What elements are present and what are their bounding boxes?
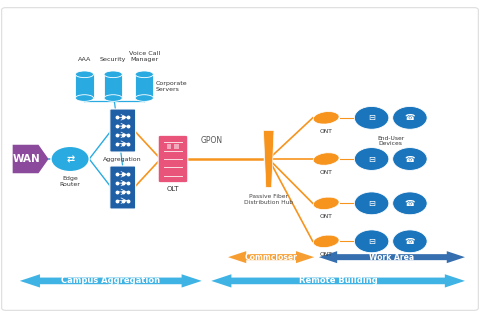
Text: OLT: OLT	[167, 186, 179, 192]
Text: ONT: ONT	[320, 252, 333, 257]
Text: Voice Call
Manager: Voice Call Manager	[129, 51, 160, 62]
Polygon shape	[20, 274, 202, 287]
Ellipse shape	[75, 71, 94, 78]
Bar	[75, 74, 94, 98]
Ellipse shape	[135, 71, 154, 78]
Ellipse shape	[104, 71, 122, 78]
Circle shape	[393, 107, 427, 129]
Polygon shape	[228, 251, 314, 263]
FancyBboxPatch shape	[110, 109, 136, 152]
Circle shape	[354, 148, 389, 170]
Text: Edge
Router: Edge Router	[60, 176, 81, 187]
Text: ☎: ☎	[405, 155, 415, 163]
Text: ONT: ONT	[320, 214, 333, 219]
Text: ⇄: ⇄	[66, 154, 74, 164]
Ellipse shape	[104, 95, 122, 101]
Text: End-User
Devices: End-User Devices	[377, 135, 404, 146]
Ellipse shape	[135, 95, 154, 101]
Text: Security: Security	[100, 57, 126, 62]
Text: ⊟: ⊟	[368, 155, 375, 163]
Circle shape	[393, 192, 427, 215]
Text: ONT: ONT	[320, 170, 333, 175]
Ellipse shape	[313, 112, 339, 124]
Text: ONT: ONT	[320, 129, 333, 134]
Text: Aggregation: Aggregation	[103, 157, 142, 162]
Bar	[167, 144, 171, 149]
Circle shape	[354, 107, 389, 129]
Circle shape	[51, 146, 89, 172]
Text: AAA: AAA	[78, 57, 91, 62]
Text: Passive Fiber
Distribution Hub: Passive Fiber Distribution Hub	[244, 194, 293, 204]
Bar	[135, 74, 154, 98]
FancyBboxPatch shape	[158, 135, 188, 183]
FancyBboxPatch shape	[1, 8, 479, 310]
Text: Remote Building: Remote Building	[299, 276, 377, 285]
Text: WAN: WAN	[12, 154, 40, 164]
FancyBboxPatch shape	[110, 166, 136, 209]
Circle shape	[393, 148, 427, 170]
Polygon shape	[319, 251, 465, 263]
Text: ☎: ☎	[405, 237, 415, 246]
Bar	[174, 144, 179, 149]
Circle shape	[393, 230, 427, 253]
Circle shape	[354, 230, 389, 253]
Polygon shape	[211, 274, 465, 287]
Text: GPON: GPON	[200, 136, 222, 145]
Text: ☎: ☎	[405, 113, 415, 122]
Ellipse shape	[313, 153, 339, 165]
Text: Corporate
Servers: Corporate Servers	[156, 81, 187, 92]
Bar	[104, 74, 122, 98]
Ellipse shape	[313, 197, 339, 210]
Text: ⊟: ⊟	[368, 237, 375, 246]
Polygon shape	[12, 145, 48, 173]
Ellipse shape	[313, 235, 339, 247]
Ellipse shape	[75, 95, 94, 101]
Text: ☎: ☎	[405, 199, 415, 208]
Text: Commcloser: Commcloser	[245, 252, 298, 262]
Text: ⊟: ⊟	[368, 113, 375, 122]
Text: Work Area: Work Area	[370, 252, 415, 262]
Text: Campus Aggregation: Campus Aggregation	[61, 276, 160, 285]
Circle shape	[354, 192, 389, 215]
Text: ⊟: ⊟	[368, 199, 375, 208]
Polygon shape	[264, 130, 274, 188]
